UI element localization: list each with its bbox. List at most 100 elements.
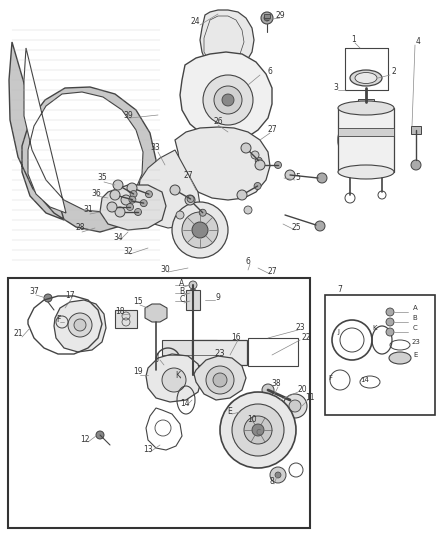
Circle shape: [74, 319, 86, 331]
Text: 6: 6: [246, 257, 251, 266]
Text: 24: 24: [190, 18, 200, 27]
Text: A: A: [413, 305, 417, 311]
Text: 23: 23: [295, 324, 305, 333]
Text: 6: 6: [268, 68, 272, 77]
Bar: [192, 340, 247, 365]
Bar: [325, 295, 435, 415]
Circle shape: [237, 190, 247, 200]
Text: 23: 23: [412, 339, 420, 345]
Circle shape: [285, 170, 295, 180]
Circle shape: [386, 328, 394, 336]
Circle shape: [44, 294, 52, 302]
Text: 33: 33: [150, 143, 160, 152]
Circle shape: [255, 160, 265, 170]
Text: 27: 27: [267, 125, 277, 134]
Circle shape: [386, 308, 394, 316]
Circle shape: [270, 467, 286, 483]
Text: 2: 2: [392, 68, 396, 77]
Circle shape: [145, 191, 152, 198]
Bar: [248, 338, 298, 366]
Text: B: B: [413, 315, 417, 321]
Polygon shape: [138, 150, 200, 228]
Ellipse shape: [338, 165, 394, 179]
Circle shape: [214, 86, 242, 114]
Text: 26: 26: [213, 117, 223, 126]
Text: 8: 8: [270, 478, 274, 487]
Text: 32: 32: [123, 247, 133, 256]
Circle shape: [68, 313, 92, 337]
Circle shape: [254, 182, 261, 190]
Text: 39: 39: [123, 110, 133, 119]
Text: 14: 14: [360, 377, 369, 383]
Ellipse shape: [338, 101, 394, 115]
Text: E: E: [228, 408, 233, 416]
Bar: [338, 108, 394, 172]
Circle shape: [189, 281, 197, 289]
Ellipse shape: [350, 70, 382, 86]
Text: 13: 13: [143, 446, 153, 455]
Circle shape: [251, 151, 259, 159]
Text: 37: 37: [29, 287, 39, 296]
Circle shape: [130, 190, 137, 198]
Circle shape: [189, 289, 197, 297]
Text: J: J: [337, 329, 339, 335]
Bar: [162, 340, 217, 370]
Circle shape: [264, 15, 270, 21]
Polygon shape: [54, 300, 106, 352]
Circle shape: [411, 160, 421, 170]
Circle shape: [127, 204, 134, 211]
Circle shape: [275, 472, 281, 478]
Circle shape: [222, 94, 234, 106]
Text: 31: 31: [83, 206, 93, 214]
Polygon shape: [145, 304, 167, 322]
Bar: [358, 99, 374, 105]
Text: 23: 23: [215, 350, 225, 359]
Text: 34: 34: [113, 233, 123, 243]
Circle shape: [244, 206, 252, 214]
Text: 1: 1: [352, 36, 357, 44]
Circle shape: [162, 368, 186, 392]
Text: 12: 12: [80, 435, 90, 445]
Circle shape: [113, 180, 123, 190]
Circle shape: [121, 195, 131, 205]
Circle shape: [206, 366, 234, 394]
Text: c: c: [255, 427, 261, 437]
Text: 27: 27: [267, 268, 277, 277]
Circle shape: [213, 373, 227, 387]
Bar: [186, 290, 200, 310]
Circle shape: [244, 416, 272, 444]
Circle shape: [317, 173, 327, 183]
Polygon shape: [194, 356, 246, 400]
Circle shape: [189, 297, 197, 305]
Text: 29: 29: [275, 11, 285, 20]
Circle shape: [134, 208, 141, 215]
Circle shape: [262, 384, 274, 396]
Circle shape: [140, 200, 147, 207]
Text: 18: 18: [115, 308, 125, 317]
Circle shape: [275, 161, 282, 168]
Circle shape: [289, 400, 301, 412]
Text: 36: 36: [91, 189, 101, 198]
Polygon shape: [24, 48, 143, 213]
Circle shape: [243, 398, 267, 422]
Text: C: C: [180, 295, 185, 304]
Polygon shape: [9, 42, 156, 232]
Text: 15: 15: [133, 297, 143, 306]
Text: 14: 14: [180, 399, 190, 408]
Bar: [411, 126, 421, 134]
Circle shape: [315, 221, 325, 231]
Circle shape: [115, 207, 125, 217]
Text: 27: 27: [183, 171, 193, 180]
Text: 25: 25: [291, 223, 301, 232]
Text: J: J: [157, 353, 159, 362]
Text: 16: 16: [231, 334, 241, 343]
Text: 7: 7: [338, 286, 343, 295]
Circle shape: [232, 404, 284, 456]
Text: 21: 21: [13, 329, 23, 338]
Text: 30: 30: [160, 265, 170, 274]
Text: 22: 22: [301, 334, 311, 343]
Circle shape: [192, 222, 208, 238]
Circle shape: [110, 190, 120, 200]
Circle shape: [283, 394, 307, 418]
Text: F: F: [328, 375, 332, 381]
